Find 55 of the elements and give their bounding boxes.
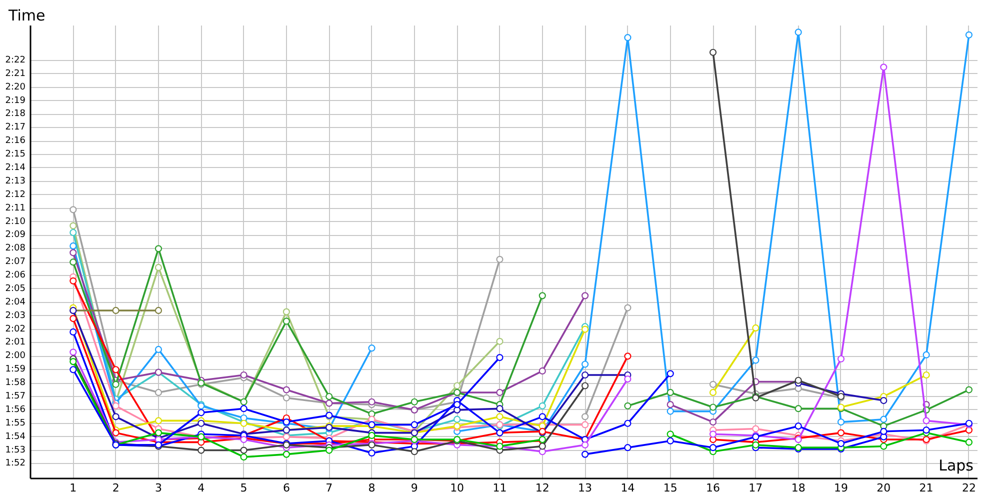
y-tick-label: 2:16: [5, 136, 26, 146]
y-tick-label: 2:09: [5, 230, 26, 240]
x-tick-label: 18: [791, 482, 806, 494]
y-tick-label: 1:53: [5, 445, 26, 456]
x-tick-label: 21: [919, 482, 934, 494]
y-tick-label: 2:08: [5, 244, 26, 254]
y-tick-label: 1:58: [5, 378, 26, 388]
y-tick-label: 2:14: [5, 162, 26, 173]
y-tick-label: 2:07: [5, 257, 26, 268]
y-tick-label: 1:59: [5, 364, 26, 375]
y-tick-label: 1:52: [5, 458, 26, 469]
y-tick-label: 2:17: [5, 122, 26, 133]
y-tick-label: 2:13: [5, 176, 26, 186]
y-tick-label: 2:22: [5, 55, 26, 66]
y-tick-label: 2:01: [5, 338, 26, 348]
x-tick-label: 5: [240, 482, 248, 494]
y-tick-label: 2:20: [5, 82, 26, 92]
y-tick-label: 2:11: [5, 203, 26, 214]
x-tick-label: 12: [535, 482, 550, 494]
x-tick-label: 10: [450, 482, 464, 494]
x-tick-label: 6: [282, 482, 290, 494]
x-tick-label: 14: [620, 482, 635, 494]
y-tick-label: 1:54: [5, 432, 26, 442]
y-tick-label: 2:19: [5, 96, 26, 106]
x-tick-label: 2: [112, 482, 120, 494]
y-tick-label: 2:00: [5, 351, 26, 362]
x-tick-label: 3: [154, 482, 162, 494]
x-tick-label: 15: [663, 482, 678, 494]
y-tick-label: 2:04: [5, 297, 26, 308]
y-tick-label: 2:18: [5, 109, 26, 120]
x-tick-label: 8: [368, 482, 376, 494]
y-tick-label: 1:57: [5, 392, 26, 402]
x-tick-label: 22: [962, 482, 976, 494]
y-tick-label: 2:05: [5, 284, 26, 294]
y-tick-label: 2:15: [5, 150, 26, 160]
x-tick-label: 7: [326, 482, 333, 494]
x-tick-label: 20: [876, 482, 891, 494]
y-tick-label: 1:56: [5, 404, 26, 415]
x-tick-label: 19: [834, 482, 848, 494]
x-tick-label: 13: [578, 482, 592, 494]
y-tick-label: 2:12: [5, 190, 26, 200]
x-tick-label: 4: [198, 482, 205, 494]
x-tick-label: 16: [706, 482, 720, 494]
y-tick-label: 2:03: [5, 310, 26, 321]
y-tick-label: 2:06: [5, 270, 26, 281]
x-tick-label: 11: [492, 482, 507, 494]
x-tick-label: 17: [748, 482, 763, 494]
x-axis-title: Laps: [938, 456, 974, 474]
y-tick-label: 2:10: [5, 216, 26, 227]
y-tick-label: 2:21: [5, 68, 26, 79]
x-tick-label: 9: [410, 482, 418, 494]
y-axis-title: Time: [8, 6, 46, 24]
y-tick-label: 2:02: [5, 324, 26, 334]
x-tick-label: 1: [70, 482, 77, 494]
y-tick-label: 1:55: [5, 418, 26, 428]
